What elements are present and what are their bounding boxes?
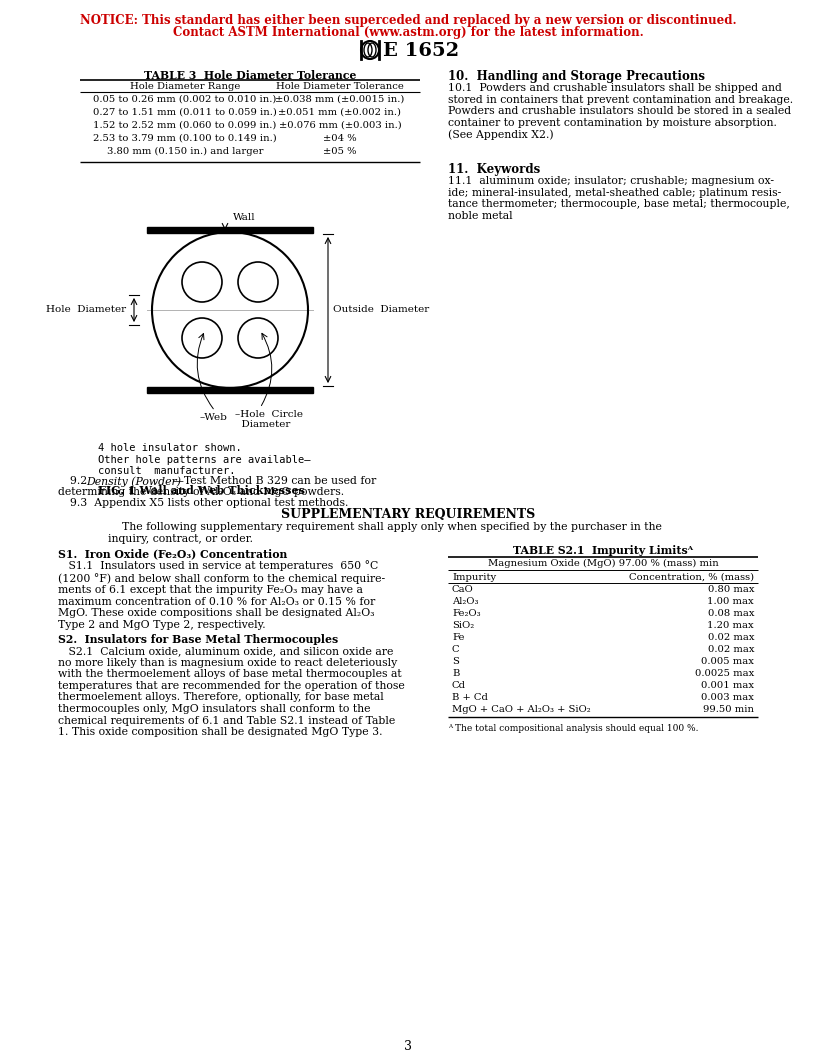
- Text: ±0.051 mm (±0.002 in.): ±0.051 mm (±0.002 in.): [278, 108, 401, 117]
- Text: S2.  Insulators for Base Metal Thermocouples: S2. Insulators for Base Metal Thermocoup…: [58, 634, 339, 645]
- Text: 9.3  Appendix X5 lists other optional test methods.: 9.3 Appendix X5 lists other optional tes…: [70, 498, 348, 508]
- Text: Impurity: Impurity: [452, 573, 496, 582]
- Text: E 1652: E 1652: [383, 42, 459, 60]
- Text: Hole Diameter Tolerance: Hole Diameter Tolerance: [276, 82, 404, 91]
- Text: 0.005 max: 0.005 max: [701, 657, 754, 666]
- Text: TABLE S2.1  Impurity Limitsᴬ: TABLE S2.1 Impurity Limitsᴬ: [513, 545, 693, 557]
- Text: 11.  Keywords: 11. Keywords: [448, 163, 540, 176]
- Text: CaO: CaO: [452, 585, 474, 593]
- Text: Contact ASTM International (www.astm.org) for the latest information.: Contact ASTM International (www.astm.org…: [173, 26, 643, 39]
- Text: 1.52 to 2.52 mm (0.060 to 0.099 in.): 1.52 to 2.52 mm (0.060 to 0.099 in.): [93, 121, 277, 130]
- Text: Outside  Diameter: Outside Diameter: [333, 305, 429, 315]
- Text: B + Cd: B + Cd: [452, 693, 488, 702]
- Text: 11.1  aluminum oxide; insulator; crushable; magnesium ox-
ide; mineral-insulated: 11.1 aluminum oxide; insulator; crushabl…: [448, 176, 790, 221]
- Text: 3: 3: [404, 1040, 412, 1053]
- Text: 0.27 to 1.51 mm (0.011 to 0.059 in.): 0.27 to 1.51 mm (0.011 to 0.059 in.): [93, 108, 277, 117]
- Text: 1.00 max: 1.00 max: [707, 597, 754, 606]
- Text: ᴬ The total compositional analysis should equal 100 %.: ᴬ The total compositional analysis shoul…: [448, 724, 698, 733]
- Text: Concentration, % (mass): Concentration, % (mass): [629, 573, 754, 582]
- Text: Fe₂O₃: Fe₂O₃: [452, 609, 481, 618]
- Text: Density (Powder): Density (Powder): [86, 476, 181, 487]
- Text: C: C: [452, 645, 459, 654]
- Text: Hole  Diameter: Hole Diameter: [46, 305, 126, 315]
- Text: 0.08 max: 0.08 max: [707, 609, 754, 618]
- Text: 0.02 max: 0.02 max: [707, 645, 754, 654]
- Text: 3.80 mm (0.150 in.) and larger: 3.80 mm (0.150 in.) and larger: [107, 147, 264, 156]
- Text: –Web: –Web: [200, 413, 228, 422]
- Text: determining the density of Al₂O₃ and MgO powders.: determining the density of Al₂O₃ and MgO…: [58, 487, 344, 497]
- Text: 0.80 max: 0.80 max: [707, 585, 754, 593]
- Text: ±05 %: ±05 %: [323, 147, 357, 156]
- FancyBboxPatch shape: [147, 386, 313, 393]
- Text: NOTICE: This standard has either been superceded and replaced by a new version o: NOTICE: This standard has either been su…: [80, 14, 736, 27]
- Text: TABLE 3  Hole Diameter Tolerance: TABLE 3 Hole Diameter Tolerance: [144, 70, 357, 81]
- Text: Cd: Cd: [452, 681, 466, 690]
- Text: 0.0025 max: 0.0025 max: [694, 670, 754, 678]
- Text: 0.001 max: 0.001 max: [701, 681, 754, 690]
- Text: Wall: Wall: [233, 213, 255, 222]
- Text: 4 hole insulator shown.
Other hole patterns are available–
consult  manufacturer: 4 hole insulator shown. Other hole patte…: [98, 444, 311, 476]
- Text: 0.02 max: 0.02 max: [707, 633, 754, 642]
- Text: —Test Method B 329 can be used for: —Test Method B 329 can be used for: [173, 476, 376, 486]
- Text: 9.2: 9.2: [70, 476, 91, 486]
- Text: –Hole  Circle
  Diameter: –Hole Circle Diameter: [235, 410, 303, 430]
- Text: The following supplementary requirement shall apply only when specified by the p: The following supplementary requirement …: [108, 522, 662, 544]
- Text: 0.05 to 0.26 mm (0.002 to 0.010 in.): 0.05 to 0.26 mm (0.002 to 0.010 in.): [93, 95, 277, 103]
- Text: 0.003 max: 0.003 max: [701, 693, 754, 702]
- Text: S: S: [452, 657, 459, 666]
- Text: Hole Diameter Range: Hole Diameter Range: [130, 82, 240, 91]
- Text: ±04 %: ±04 %: [323, 134, 357, 143]
- Text: S1.  Iron Oxide (Fe₂O₃) Concentration: S1. Iron Oxide (Fe₂O₃) Concentration: [58, 548, 287, 559]
- Text: B: B: [452, 670, 459, 678]
- Text: SUPPLEMENTARY REQUIREMENTS: SUPPLEMENTARY REQUIREMENTS: [281, 508, 535, 521]
- Text: S2.1  Calcium oxide, aluminum oxide, and silicon oxide are
no more likely than i: S2.1 Calcium oxide, aluminum oxide, and …: [58, 646, 405, 737]
- Text: SiO₂: SiO₂: [452, 621, 474, 630]
- Text: ±0.038 mm (±0.0015 in.): ±0.038 mm (±0.0015 in.): [275, 95, 405, 103]
- Text: 1.20 max: 1.20 max: [707, 621, 754, 630]
- Text: 10.1  Powders and crushable insulators shall be shipped and
stored in containers: 10.1 Powders and crushable insulators sh…: [448, 83, 793, 140]
- Text: 99.50 min: 99.50 min: [703, 705, 754, 714]
- Text: ±0.076 mm (±0.003 in.): ±0.076 mm (±0.003 in.): [278, 121, 401, 130]
- Text: 2.53 to 3.79 mm (0.100 to 0.149 in.): 2.53 to 3.79 mm (0.100 to 0.149 in.): [93, 134, 277, 143]
- Text: S1.1  Insulators used in service at temperatures  650 °C
(1200 °F) and below sha: S1.1 Insulators used in service at tempe…: [58, 560, 385, 630]
- FancyBboxPatch shape: [147, 227, 313, 233]
- Text: Magnesium Oxide (MgO) 97.00 % (mass) min: Magnesium Oxide (MgO) 97.00 % (mass) min: [488, 559, 718, 568]
- Text: Al₂O₃: Al₂O₃: [452, 597, 478, 606]
- Text: 10.  Handling and Storage Precautions: 10. Handling and Storage Precautions: [448, 70, 705, 83]
- Text: FIG. 1 Wall and Web Thicknesses: FIG. 1 Wall and Web Thicknesses: [98, 485, 305, 496]
- Text: Fe: Fe: [452, 633, 464, 642]
- Text: MgO + CaO + Al₂O₃ + SiO₂: MgO + CaO + Al₂O₃ + SiO₂: [452, 705, 591, 714]
